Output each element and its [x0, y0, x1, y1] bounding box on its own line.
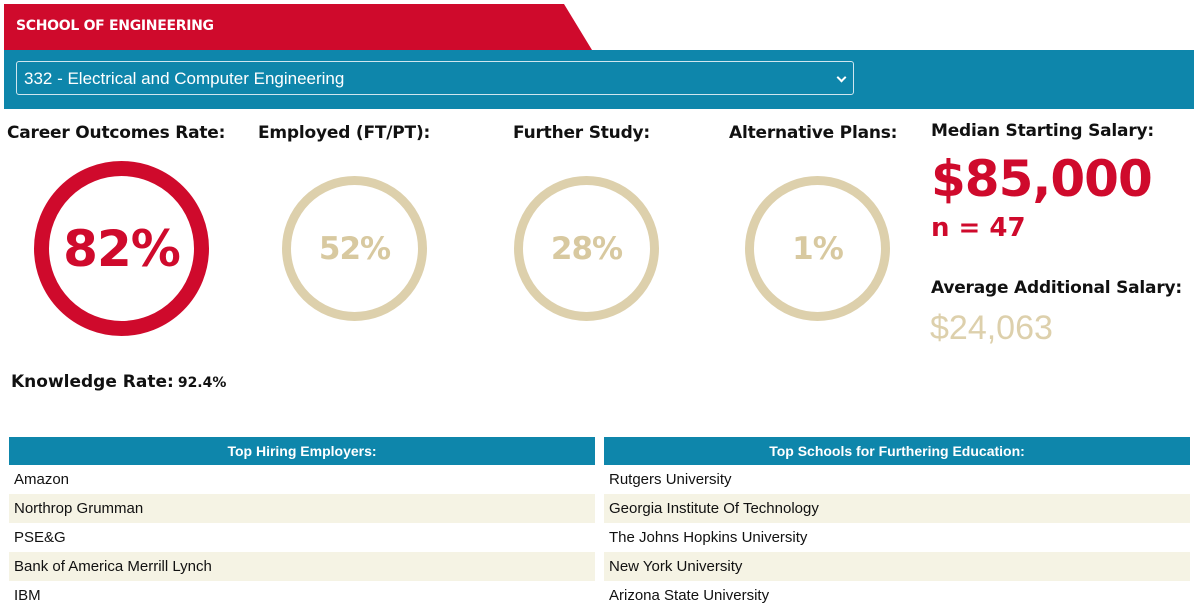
- career-outcomes-value: 82%: [63, 219, 181, 278]
- knowledge-rate-label: Knowledge Rate:: [11, 372, 174, 392]
- further-study-value: 28%: [550, 230, 623, 267]
- knowledge-rate-value: 92.4%: [177, 375, 227, 391]
- schools-header: Top Schools for Furthering Education:: [604, 437, 1190, 465]
- employed-value: 52%: [318, 230, 391, 267]
- employers-header: Top Hiring Employers:: [9, 437, 595, 465]
- knowledge-rate: Knowledge Rate: 92.4%: [11, 372, 226, 392]
- average-additional-salary-value: $24,063: [930, 309, 1053, 347]
- program-select-value: 332 - Electrical and Computer Engineerin…: [24, 69, 345, 88]
- alternative-plans-label: Alternative Plans:: [729, 123, 898, 143]
- table-row: Amazon: [14, 471, 70, 488]
- table-row: PSE&G: [14, 529, 66, 546]
- further-study-ring: 28%: [514, 176, 659, 321]
- table-row: The Johns Hopkins University: [609, 529, 808, 546]
- school-tab: SCHOOL OF ENGINEERING: [4, 4, 592, 50]
- employers-table: Top Hiring Employers: Amazon Northrop Gr…: [9, 437, 595, 610]
- average-additional-salary-label: Average Additional Salary:: [931, 278, 1182, 298]
- table-row: New York University: [604, 552, 1190, 581]
- median-salary-value: $85,000: [931, 150, 1153, 208]
- program-bar: 332 - Electrical and Computer Engineerin…: [4, 50, 1194, 109]
- employed-label: Employed (FT/PT):: [258, 123, 431, 143]
- career-outcomes-ring: 82%: [34, 161, 209, 336]
- chevron-down-icon: [836, 72, 847, 83]
- program-select[interactable]: 332 - Electrical and Computer Engineerin…: [16, 61, 854, 95]
- school-name: SCHOOL OF ENGINEERING: [16, 18, 214, 34]
- median-salary-label: Median Starting Salary:: [931, 121, 1154, 141]
- alternative-plans-ring: 1%: [745, 176, 890, 321]
- sample-size: n = 47: [931, 213, 1026, 243]
- schools-table: Top Schools for Furthering Education: Ru…: [604, 437, 1190, 610]
- alternative-plans-value: 1%: [792, 230, 844, 267]
- table-row: Northrop Grumman: [9, 494, 595, 523]
- career-outcomes-label: Career Outcomes Rate:: [7, 123, 226, 143]
- further-study-label: Further Study:: [513, 123, 651, 143]
- table-row: Georgia Institute Of Technology: [604, 494, 1190, 523]
- table-row: IBM: [14, 587, 41, 604]
- table-row: Rutgers University: [609, 471, 732, 488]
- table-row: Bank of America Merrill Lynch: [9, 552, 595, 581]
- employed-ring: 52%: [282, 176, 427, 321]
- table-row: Arizona State University: [609, 587, 770, 604]
